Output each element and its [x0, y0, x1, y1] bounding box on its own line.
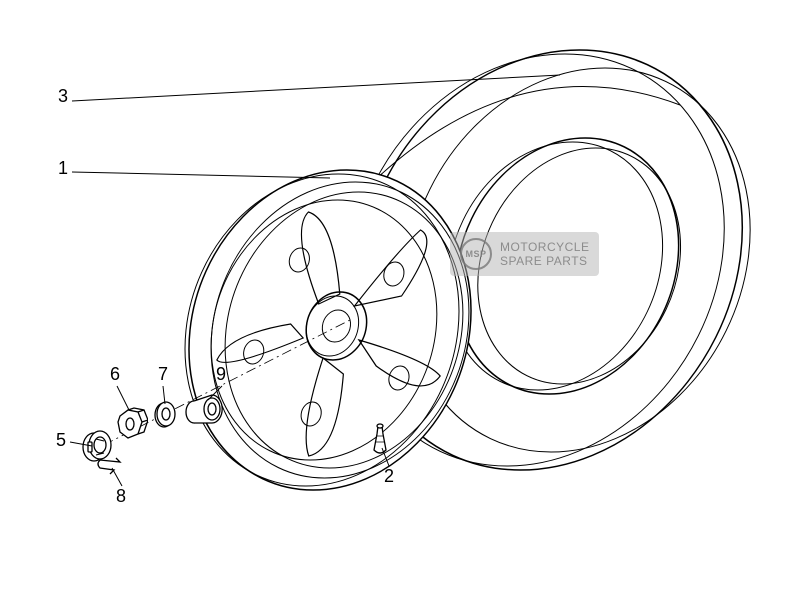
callout-5: 5: [56, 430, 66, 451]
callout-9: 9: [216, 364, 226, 385]
callout-8: 8: [116, 486, 126, 507]
callout-6: 6: [110, 364, 120, 385]
leader-lines: [0, 0, 800, 600]
diagram-container: MSP MOTORCYCLE SPARE PARTS 1 3 2 5 6 7 8…: [0, 0, 800, 600]
callout-1: 1: [58, 158, 68, 179]
callout-7: 7: [158, 364, 168, 385]
callout-3: 3: [58, 86, 68, 107]
callout-2: 2: [384, 466, 394, 487]
